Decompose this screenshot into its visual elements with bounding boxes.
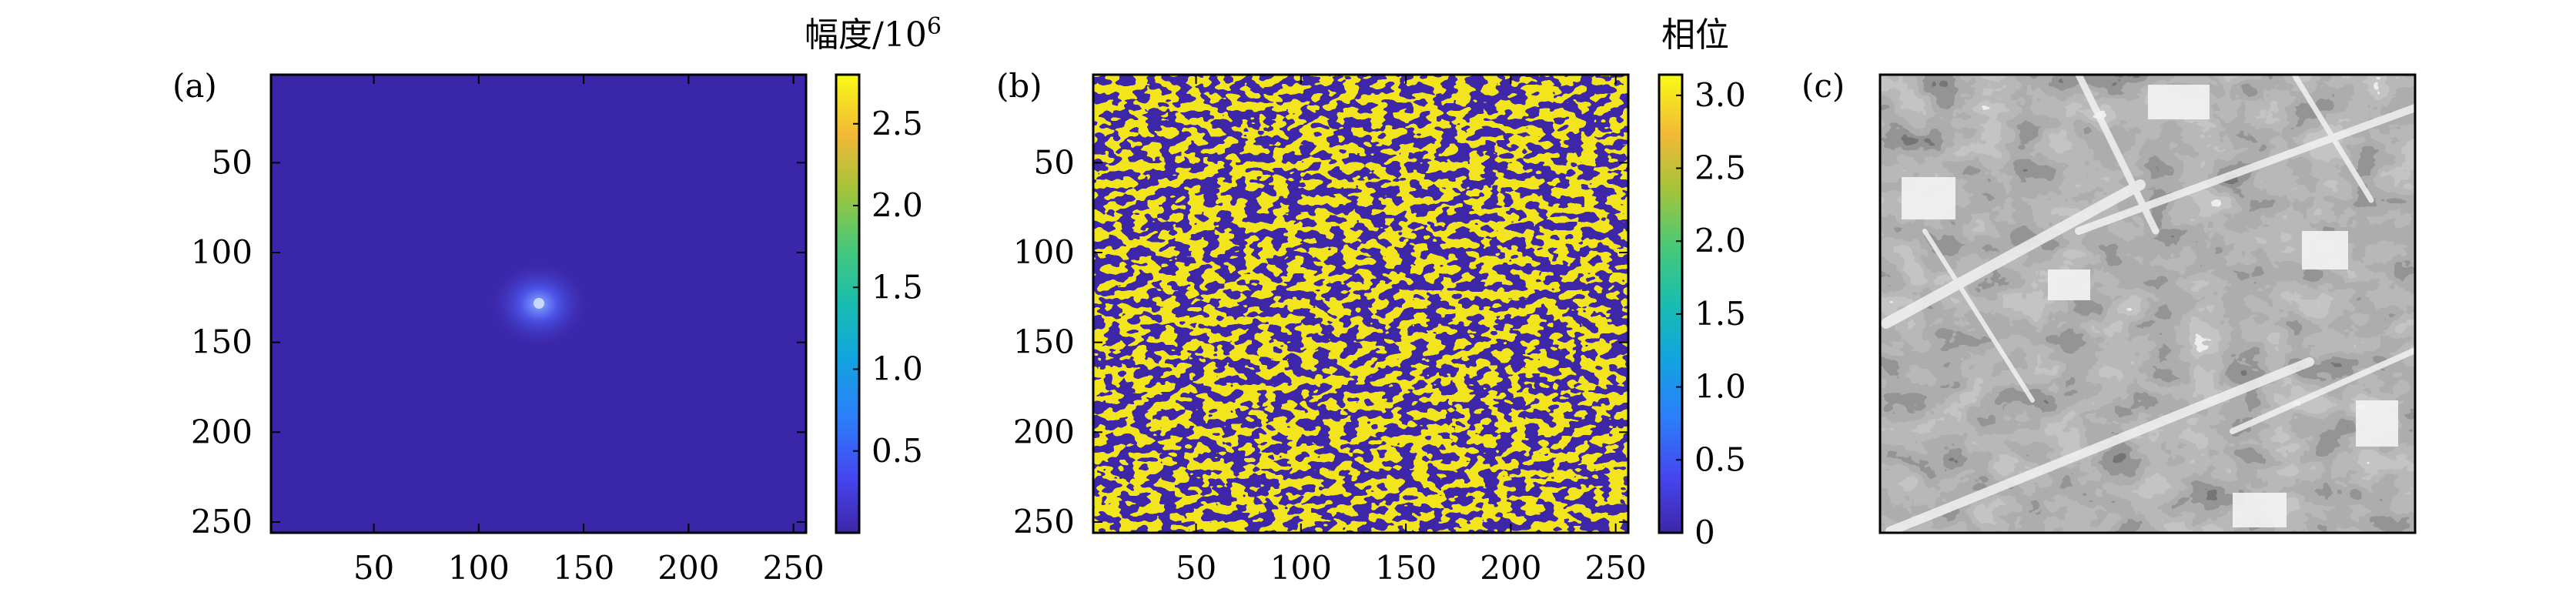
colorbar-tick-label: 2.0 (1694, 222, 1746, 259)
colorbar-tick-label: 0.5 (871, 432, 923, 470)
y-tick-label: 100 (191, 233, 253, 271)
plot-frame-b (1092, 73, 1630, 534)
x-tick-label: 50 (353, 549, 394, 587)
y-tick-label: 50 (212, 143, 253, 181)
x-tick-label: 250 (1585, 549, 1647, 587)
colorbar-tick-label: 1.0 (1694, 368, 1746, 406)
colorbar-a (835, 73, 861, 534)
y-tick-label: 200 (191, 413, 253, 450)
colorbar-b (1658, 73, 1684, 534)
x-tick-label: 50 (1176, 549, 1216, 587)
colorbar-ticks-b: 0 0.5 1.0 1.5 2.0 2.5 3.0 (1676, 76, 1746, 551)
colorbar-tick-label: 3.0 (1694, 76, 1746, 114)
colorbar-tick-label: 2.5 (871, 105, 923, 142)
panel-c: (c) (1802, 67, 2417, 534)
x-tick-label: 150 (553, 549, 614, 587)
y-tick-label: 150 (191, 323, 253, 361)
y-tick-label: 100 (1013, 233, 1075, 271)
y-tick-label: 200 (1013, 413, 1075, 450)
x-tick-label: 250 (763, 549, 825, 587)
y-tick-label: 50 (1034, 143, 1075, 181)
colorbar-tick-label: 0.5 (1694, 440, 1746, 478)
colorbar-title-a-text: 幅度/10 (805, 15, 927, 55)
magnitude-peak (534, 298, 544, 309)
colorbar-title-a-superscript: 6 (927, 13, 942, 40)
colorbar-tick-label: 0 (1694, 514, 1715, 551)
y-tick-label: 250 (191, 503, 253, 540)
y-tick-label: 250 (1013, 503, 1075, 540)
panel-label-b: (b) (996, 67, 1042, 105)
panel-label-a: (a) (172, 67, 217, 105)
colorbar-tick-label: 1.5 (871, 268, 923, 306)
colorbar-tick-label: 1.5 (1694, 295, 1746, 333)
colorbar-tick-label: 1.0 (871, 350, 923, 388)
x-tick-label: 150 (1375, 549, 1437, 587)
x-tick-label: 100 (448, 549, 510, 587)
panel-b: (b) 50 100 150 200 250 50 100 150 200 250 0 0.5 1.0… (996, 15, 1746, 587)
phase-heatmap (1093, 75, 1628, 533)
x-tick-label: 200 (657, 549, 719, 587)
axis-ticks-a: 50 100 150 200 250 50 100 150 200 250 (191, 75, 825, 587)
plot-frame-c (1878, 73, 2417, 534)
panel-a: (a) 50 100 150 200 250 50 100 150 200 250 0.5 1.0 1… (172, 13, 942, 587)
colorbar-tick-label: 2.0 (871, 186, 923, 224)
plot-frame-a (269, 73, 808, 534)
colorbar-tick-label: 2.5 (1694, 149, 1746, 187)
x-tick-label: 100 (1270, 549, 1332, 587)
x-tick-label: 200 (1480, 549, 1541, 587)
axis-ticks-b: 50 100 150 200 250 50 100 150 200 250 (1013, 75, 1647, 587)
colorbar-ticks-a: 0.5 1.0 1.5 2.0 2.5 (853, 105, 923, 470)
colorbar-title-b: 相位 (1661, 15, 1729, 55)
y-tick-label: 150 (1013, 323, 1075, 361)
panel-label-c: (c) (1802, 67, 1845, 105)
colorbar-title-a: 幅度/106 (805, 13, 942, 55)
reconstructed-image (1880, 75, 2415, 533)
